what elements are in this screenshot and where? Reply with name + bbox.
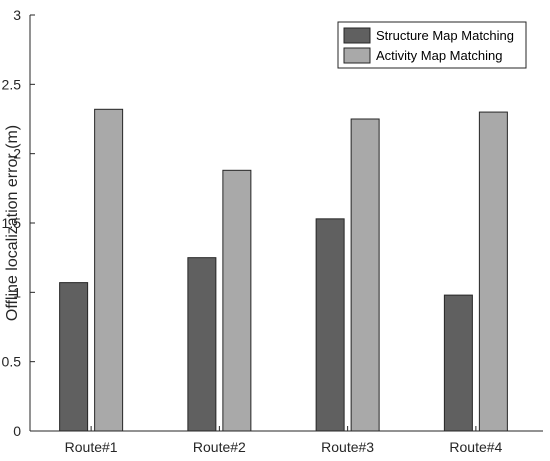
- activity-bar: [478, 111, 508, 432]
- structure-bar: [187, 257, 217, 432]
- y-tick-label: 0.5: [2, 354, 22, 370]
- y-axis-label: Offline localization error (m): [4, 125, 21, 321]
- legend-swatch-activity: [343, 47, 371, 64]
- structure-bar: [59, 282, 89, 432]
- structure-bar: [443, 294, 473, 432]
- y-tick-label: 2.5: [2, 76, 22, 92]
- y-tick-label: 0: [13, 423, 21, 439]
- structure-bar: [315, 218, 345, 432]
- x-tick-label: Route#1: [65, 439, 118, 455]
- bar-series: [59, 108, 508, 432]
- y-axis-ticks: 0 0.5 1 1.5 2 2.5 3: [2, 7, 35, 439]
- legend-label-activity: Activity Map Matching: [376, 48, 502, 63]
- y-tick-label: 2: [13, 146, 21, 162]
- y-tick-label: 1.5: [2, 215, 22, 231]
- x-tick-label: Route#4: [449, 439, 502, 455]
- y-tick-label: 1: [13, 284, 21, 300]
- x-tick-label: Route#2: [193, 439, 246, 455]
- legend-label-structure: Structure Map Matching: [376, 28, 514, 43]
- activity-bar: [94, 108, 124, 432]
- x-tick-label: Route#3: [321, 439, 374, 455]
- activity-bar: [350, 118, 380, 432]
- legend: Structure Map Matching Activity Map Matc…: [337, 21, 527, 69]
- legend-swatch-structure: [343, 27, 371, 44]
- y-tick-label: 3: [13, 7, 21, 23]
- activity-bar: [222, 169, 252, 432]
- x-axis-ticks: Route#1 Route#2 Route#3 Route#4: [65, 426, 503, 455]
